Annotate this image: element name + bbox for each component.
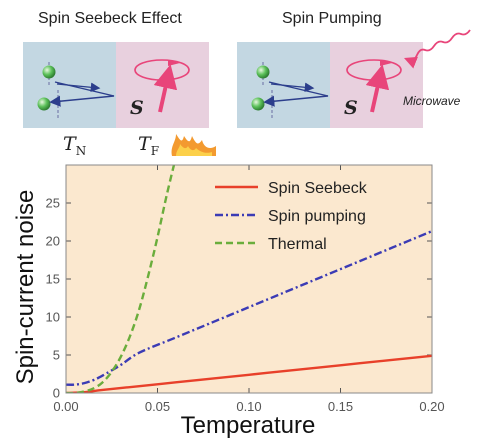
spin-seebeck-panel-title: Spin Seebeck Effect xyxy=(38,10,182,27)
microwave-label: Microwave xyxy=(403,94,461,108)
spin-ball-icon xyxy=(42,65,56,79)
y-tick-label: 5 xyxy=(53,348,60,363)
y-axis-title: Spin-current noise xyxy=(12,189,39,385)
x-tick-label: 0.20 xyxy=(419,399,444,414)
tf-sub: F xyxy=(150,143,160,158)
tn-sub: N xyxy=(75,143,87,158)
spin-current-arrow xyxy=(56,82,101,93)
y-tick-label: 25 xyxy=(46,196,60,211)
x-tick-label: 0.00 xyxy=(53,399,78,414)
spin-ball-icon xyxy=(37,97,51,111)
x-tick-label: 0.10 xyxy=(236,399,261,414)
series-line-thermal xyxy=(66,165,176,393)
plot-background xyxy=(66,165,432,393)
series-line-spin-seebeck xyxy=(66,354,432,393)
series-line-spin-pumping xyxy=(66,230,432,386)
magnetization-symbol-right: S xyxy=(344,97,358,119)
y-tick-label: 20 xyxy=(46,234,60,249)
spin-current-arrow xyxy=(270,82,315,93)
spin-current-arrow xyxy=(49,81,115,107)
x-axis-title: Temperature xyxy=(180,412,316,439)
y-tick-label: 10 xyxy=(46,310,60,325)
normal-metal-temperature-label: TN xyxy=(63,133,86,158)
y-tick-label: 0 xyxy=(53,386,60,401)
tn-main: T xyxy=(63,133,76,155)
x-tick-label: 0.15 xyxy=(328,399,353,414)
spin-ball-icon xyxy=(251,97,265,111)
microwave-wave-icon xyxy=(403,29,471,69)
magnetization-arrow xyxy=(365,64,390,113)
ferromagnet-temperature-label: TF xyxy=(138,133,159,158)
x-tick-label: 0.05 xyxy=(145,399,170,414)
magnetization-symbol-left: S xyxy=(130,97,144,119)
legend-label-spin-pumping: Spin pumping xyxy=(268,208,366,225)
plot-frame xyxy=(65,164,433,394)
tf-main: T xyxy=(138,133,151,155)
schematic-illustration: S S Microwave xyxy=(23,29,471,156)
spin-ball-icon xyxy=(256,65,270,79)
magnetization-arrow xyxy=(153,64,178,113)
spin-pumping-panel-title: Spin Pumping xyxy=(282,10,382,27)
spin-current-arrow xyxy=(263,81,329,107)
legend-label-thermal: Thermal xyxy=(268,236,327,253)
y-tick-label: 15 xyxy=(46,272,60,287)
legend-label-spin-seebeck: Spin Seebeck xyxy=(268,180,368,197)
